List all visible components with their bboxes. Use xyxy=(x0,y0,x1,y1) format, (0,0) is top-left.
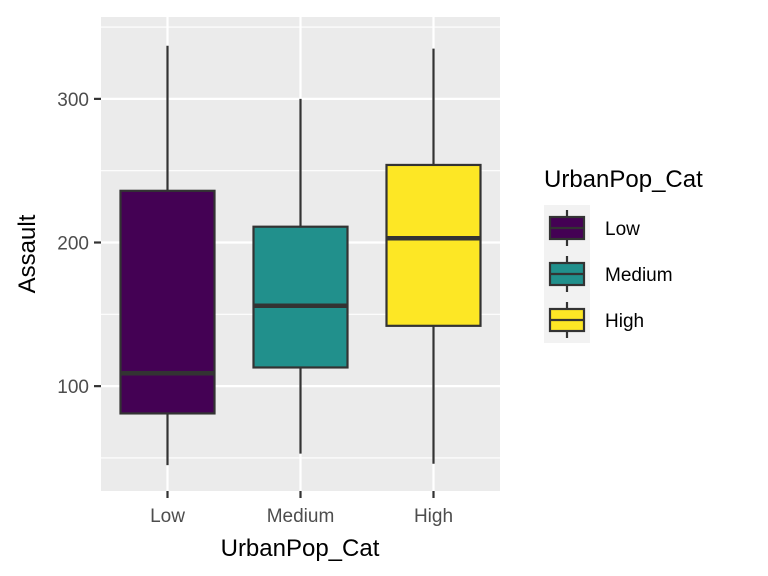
legend-item-low: Low xyxy=(544,205,640,251)
y-tick-label: 300 xyxy=(57,90,89,111)
iqr-box xyxy=(119,189,216,415)
legend-title: UrbanPop_Cat xyxy=(544,166,703,193)
x-tick-label: High xyxy=(414,506,453,527)
x-tick-label: Low xyxy=(150,506,185,527)
legend-label: Medium xyxy=(605,265,673,286)
y-tick-label: 100 xyxy=(57,377,89,398)
y-tick-label: 200 xyxy=(57,234,89,255)
y-axis-title: Assault xyxy=(14,214,41,293)
iqr-box xyxy=(252,225,349,369)
y-axis: 100 200 300 xyxy=(57,90,101,398)
legend: Low Medium High xyxy=(544,205,673,343)
x-axis: Low Medium High xyxy=(150,491,453,527)
box-low xyxy=(119,45,216,466)
legend-label: High xyxy=(605,311,644,332)
legend-label: Low xyxy=(605,219,640,240)
x-tick-label: Medium xyxy=(267,506,335,527)
boxes xyxy=(119,45,482,466)
box-high xyxy=(385,48,482,464)
legend-item-high: High xyxy=(544,297,644,343)
legend-item-medium: Medium xyxy=(544,251,673,297)
box-medium xyxy=(252,98,349,454)
iqr-box xyxy=(385,163,482,327)
x-axis-title: UrbanPop_Cat xyxy=(221,535,380,562)
